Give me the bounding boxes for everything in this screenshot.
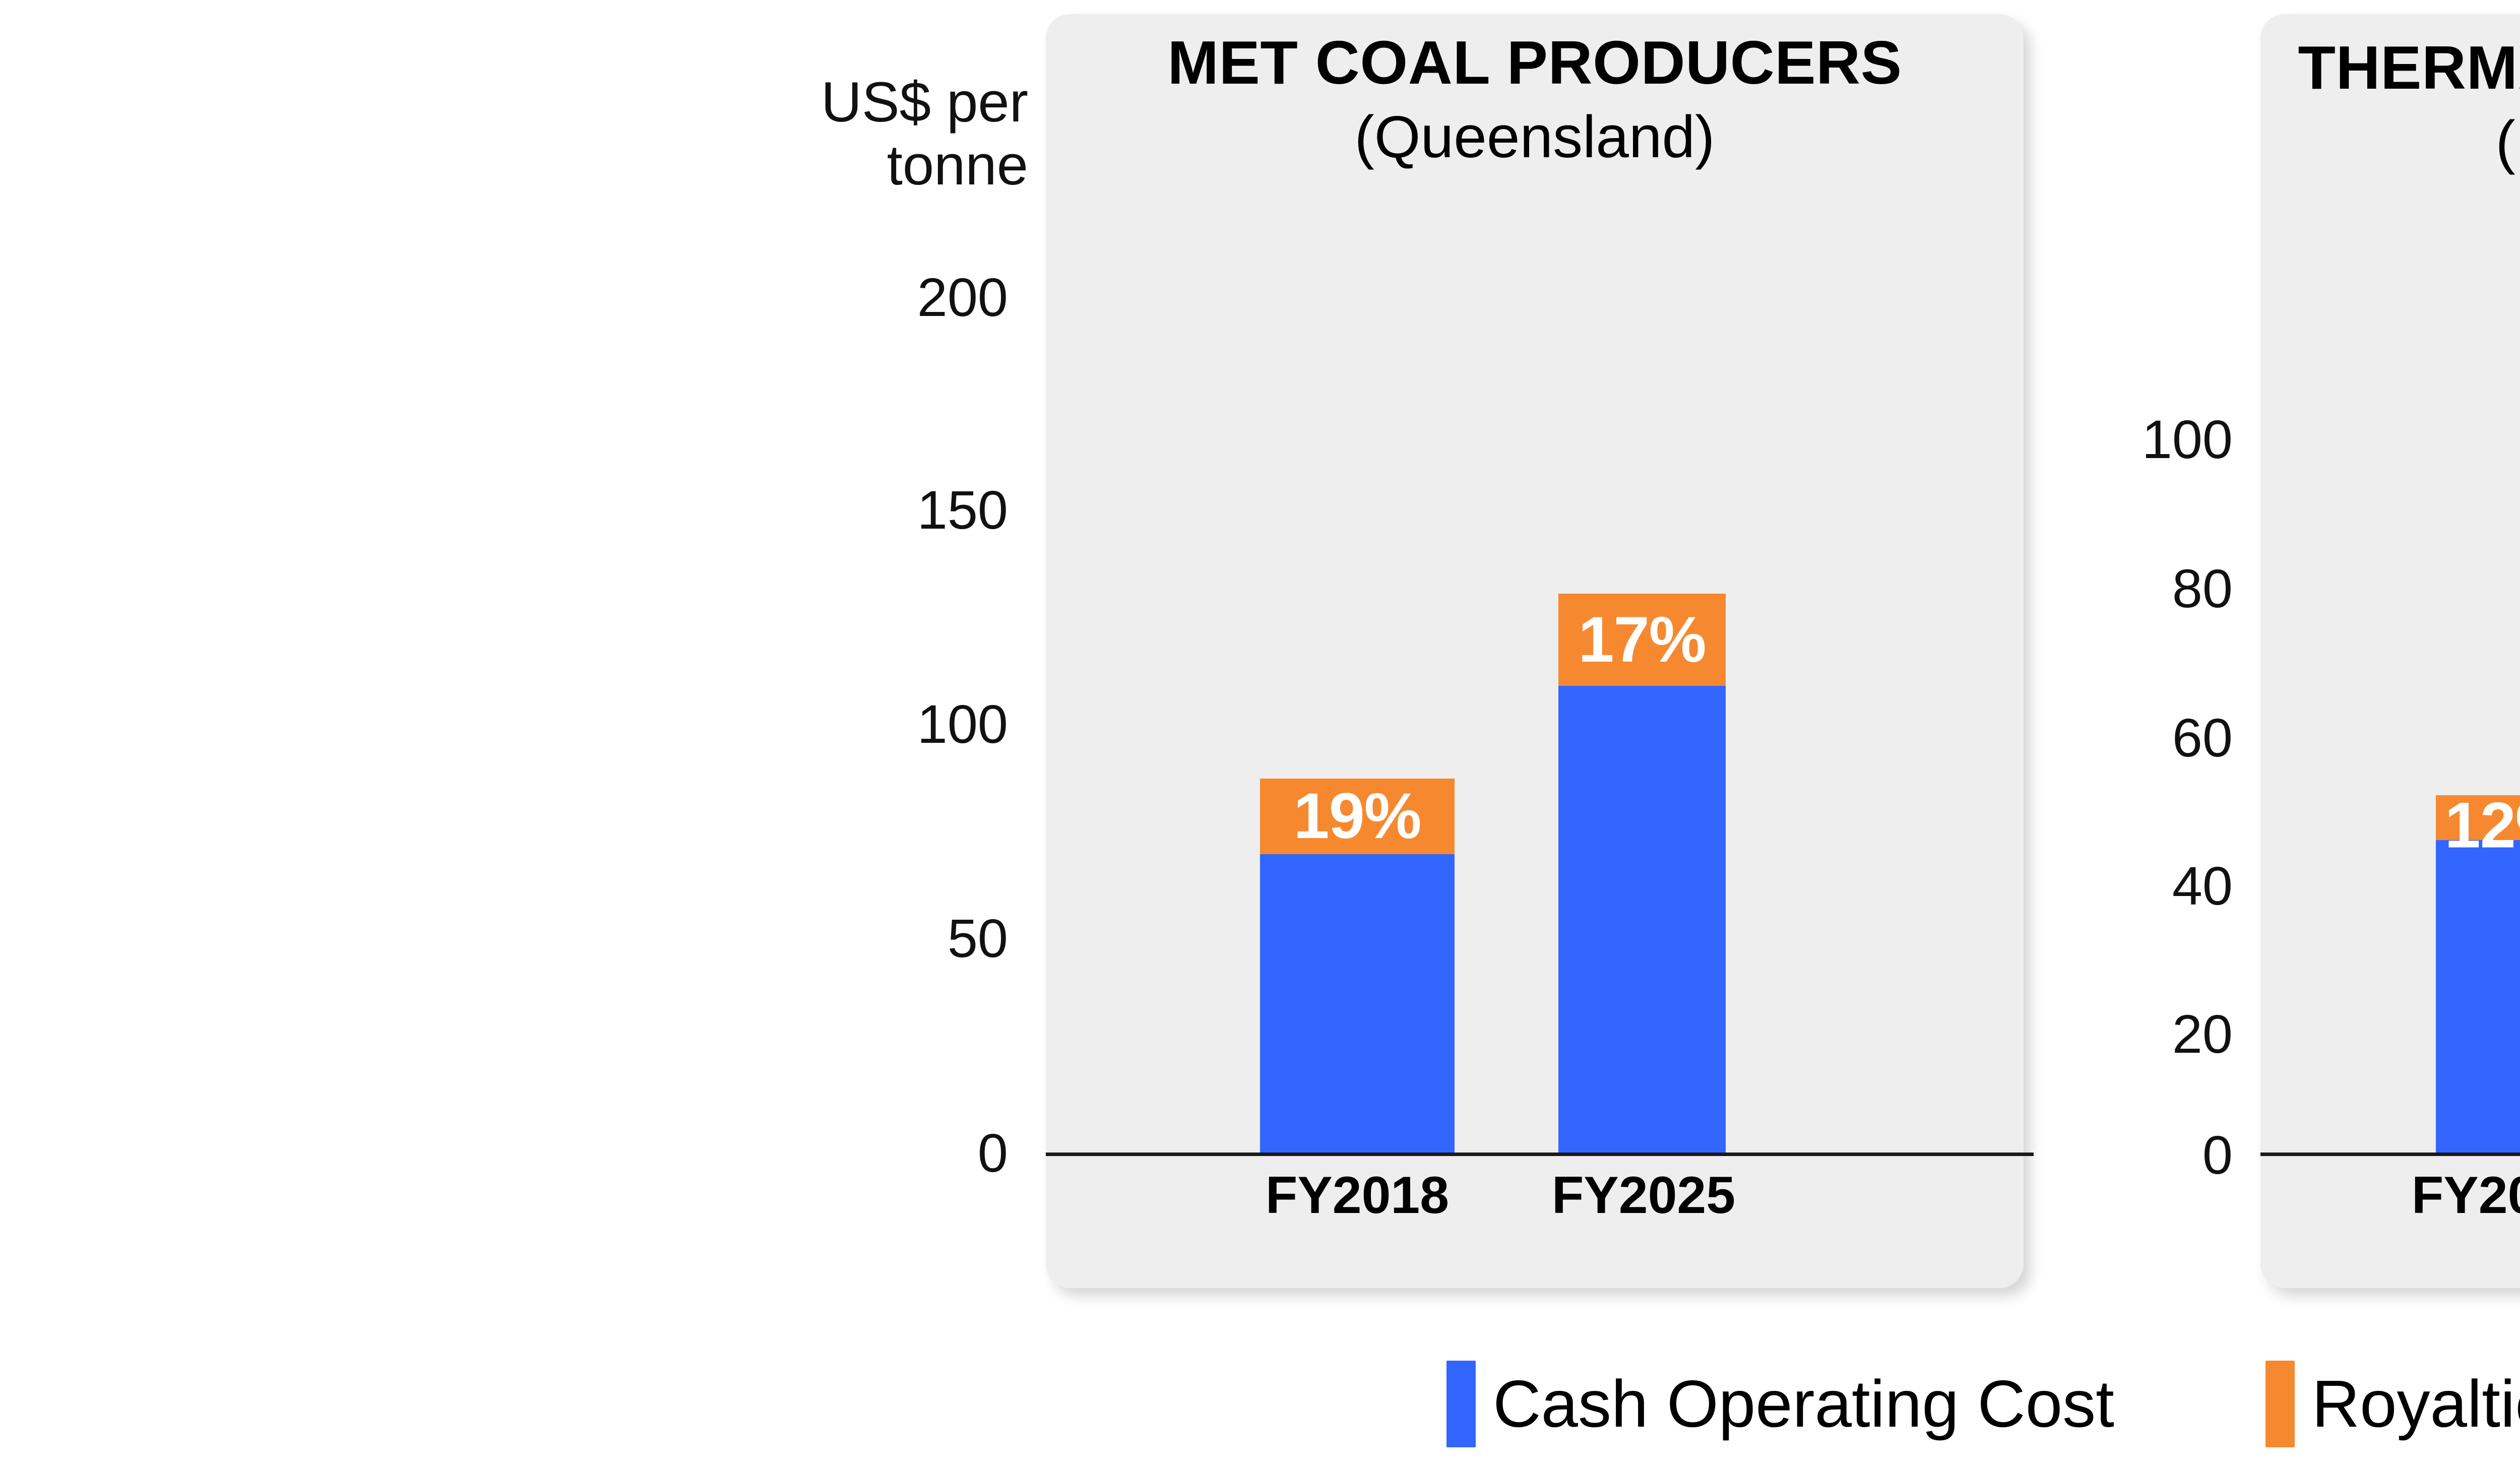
bar-segment-cash-operating-cost[interactable] xyxy=(2436,840,2520,1154)
category-label-met-fy2025: FY2025 xyxy=(1551,1166,1736,1225)
ytick-met-0: 0 xyxy=(977,1122,1008,1183)
bar-segment-royalties[interactable]: 12% xyxy=(2436,793,2520,857)
panel-thermal-coal-title: THERMAL COAL PRODUCERS (New South Wales) xyxy=(2260,30,2520,179)
ytick-met-200: 200 xyxy=(917,267,1008,328)
panel-thermal-coal-subtitle-line: (New South Wales) xyxy=(2495,108,2520,175)
panel-met-coal-title-line: MET COAL PRODUCERS xyxy=(1167,28,1902,97)
panel-met-coal: MET COAL PRODUCERS (Queensland) xyxy=(1046,14,2024,1288)
ytick-thermal-100: 100 xyxy=(2141,409,2233,470)
ytick-met-150: 150 xyxy=(917,479,1008,540)
category-label-met-fy2018: FY2018 xyxy=(1265,1166,1450,1225)
ytick-thermal-60: 60 xyxy=(2172,707,2233,768)
ytick-thermal-40: 40 xyxy=(2172,855,2233,916)
y-axis-unit-label: US$ per tonne xyxy=(821,71,1028,197)
bar-royalty-percent-label: 17% xyxy=(1578,603,1706,676)
bar-met-fy2018[interactable]: 19% xyxy=(1260,779,1455,1154)
legend-swatch-icon-cash-operating-cost xyxy=(1446,1361,1476,1447)
bar-segment-cash-operating-cost[interactable] xyxy=(1260,854,1455,1154)
panel-thermal-coal: THERMAL COAL PRODUCERS (New South Wales) xyxy=(2260,14,2520,1288)
legend-swatch-icon-royalties xyxy=(2265,1361,2295,1447)
ytick-thermal-0: 0 xyxy=(2202,1124,2233,1185)
x-axis-line-met xyxy=(1046,1153,2034,1156)
chart-legend: Cash Operating Cost Royalties xyxy=(0,1361,2520,1447)
bar-segment-royalties[interactable]: 19% xyxy=(1260,779,1455,854)
panel-met-coal-subtitle-line: (Queensland) xyxy=(1354,103,1715,170)
legend-item-royalties[interactable]: Royalties xyxy=(2265,1361,2520,1447)
bar-royalty-percent-label: 19% xyxy=(1293,780,1421,852)
ytick-thermal-20: 20 xyxy=(2172,1003,2233,1064)
bar-met-fy2025[interactable]: 17% xyxy=(1558,594,1726,1154)
x-axis-line-thermal xyxy=(2260,1153,2520,1156)
bar-segment-royalties[interactable]: 17% xyxy=(1558,594,1726,686)
legend-label-cash-operating-cost: Cash Operating Cost xyxy=(1493,1367,2114,1441)
ytick-thermal-80: 80 xyxy=(2172,558,2233,619)
legend-label-royalties: Royalties xyxy=(2311,1367,2520,1441)
bar-thermal-fy2018[interactable]: 12% xyxy=(2436,793,2520,1154)
ytick-met-50: 50 xyxy=(947,908,1008,969)
bar-royalty-percent-label: 12% xyxy=(2444,789,2520,861)
legend-item-cash-operating-cost[interactable]: Cash Operating Cost xyxy=(1446,1361,2114,1447)
ytick-met-100: 100 xyxy=(917,693,1008,754)
panel-met-coal-title: MET COAL PRODUCERS (Queensland) xyxy=(1046,25,2024,174)
category-label-thermal-fy2018: FY2018 xyxy=(2411,1166,2520,1225)
bar-segment-cash-operating-cost[interactable] xyxy=(1558,686,1726,1154)
panel-thermal-coal-title-line: THERMAL COAL PRODUCERS xyxy=(2298,33,2520,102)
